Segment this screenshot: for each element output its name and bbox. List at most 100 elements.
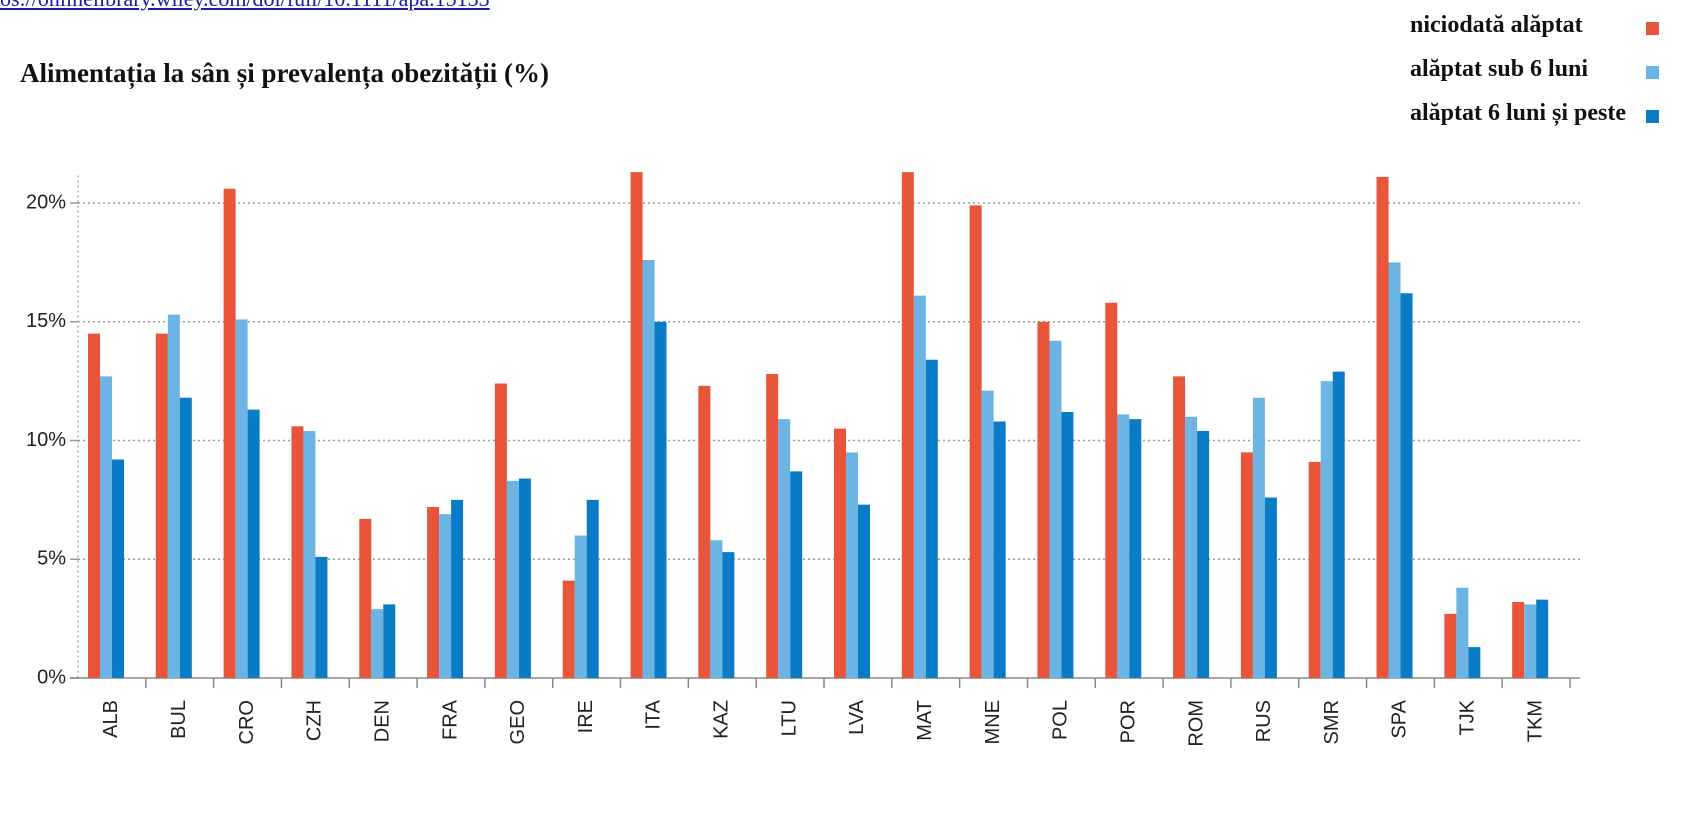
- bar: [1185, 416, 1198, 678]
- bar: [1388, 262, 1401, 678]
- y-tick-label: 5%: [37, 548, 66, 570]
- bar: [223, 188, 236, 678]
- bar: [179, 397, 192, 678]
- bar: [100, 376, 112, 678]
- bar: [1524, 604, 1537, 678]
- x-tick-label: DEN: [371, 700, 393, 742]
- x-tick-label: CRO: [236, 700, 258, 744]
- bar: [993, 421, 1006, 678]
- x-tick-label: LVA: [846, 699, 868, 734]
- legend: niciodată alăptat alăptat sub 6 luni alăpt…: [1410, 8, 1680, 140]
- legend-swatch: [1646, 22, 1659, 35]
- bar: [574, 535, 587, 678]
- bar: [969, 205, 982, 678]
- bar: [1468, 647, 1481, 678]
- x-tick-label: BUL: [168, 700, 190, 739]
- x-tick-label: KAZ: [711, 700, 733, 739]
- bar: [371, 609, 384, 678]
- bar: [1536, 599, 1549, 678]
- x-tick-label: RUS: [1253, 700, 1275, 742]
- bar: [315, 556, 328, 678]
- bar: [630, 172, 643, 678]
- x-tick-label: LTU: [778, 700, 800, 736]
- bar: [359, 518, 372, 678]
- bar: [291, 426, 304, 678]
- bar: [235, 319, 248, 678]
- bar: [1456, 587, 1469, 678]
- legend-item: alăptat sub 6 luni: [1410, 52, 1680, 86]
- x-tick-label: ROM: [1185, 700, 1207, 747]
- bar: [710, 540, 723, 678]
- bar: [1332, 371, 1345, 678]
- bar: [439, 514, 452, 678]
- y-tick-label: 15%: [26, 310, 66, 332]
- bar: [901, 172, 914, 678]
- x-tick-label: GEO: [507, 700, 529, 744]
- bar: [1173, 376, 1186, 678]
- bar: [1105, 302, 1118, 678]
- bar: [1320, 381, 1333, 678]
- bar: [1037, 321, 1050, 678]
- x-tick-label: TJK: [1457, 699, 1479, 735]
- y-tick-label: 20%: [26, 191, 66, 213]
- x-tick-label: ITA: [643, 699, 665, 729]
- bar: [698, 385, 711, 678]
- source-link[interactable]: os://onlinelibrary.wiley.com/doi/full/10…: [0, 0, 490, 12]
- bar: [642, 260, 655, 678]
- bar: [1376, 176, 1389, 678]
- bar: [766, 374, 779, 678]
- bar: [586, 499, 599, 678]
- legend-item: niciodată alăptat: [1410, 8, 1680, 42]
- x-tick-label: MAT: [914, 700, 936, 741]
- bar: [167, 314, 180, 678]
- bar: [778, 419, 791, 678]
- bar: [518, 478, 531, 678]
- x-tick-label: POL: [1050, 700, 1072, 740]
- bar: [88, 333, 100, 678]
- bar: [247, 409, 260, 678]
- bar: [1049, 340, 1062, 678]
- bar: [562, 580, 575, 678]
- legend-label: niciodată alăptat: [1410, 12, 1583, 38]
- x-tick-label: POR: [1117, 700, 1139, 743]
- x-tick-label: IRE: [575, 700, 597, 733]
- bar: [858, 504, 870, 678]
- bar: [981, 390, 994, 678]
- bar: [834, 428, 846, 678]
- x-tick-label: SMR: [1321, 700, 1343, 744]
- x-tick-label: CZH: [304, 700, 326, 741]
- bar: [1308, 461, 1321, 678]
- bar: [654, 321, 667, 678]
- bar: [383, 604, 396, 678]
- bar: [1240, 452, 1253, 678]
- x-tick-label: TKM: [1524, 700, 1546, 742]
- bar: [155, 333, 168, 678]
- legend-swatch: [1646, 66, 1659, 79]
- x-tick-label: ALB: [100, 700, 122, 738]
- bar: [790, 471, 803, 678]
- bar: [1400, 293, 1413, 678]
- bar: [1061, 412, 1074, 678]
- bar: [494, 383, 507, 678]
- bar: [1197, 431, 1210, 678]
- bar: [913, 295, 926, 678]
- chart-title: Alimentația la sân și prevalența obezită…: [20, 58, 549, 88]
- bar: [925, 359, 938, 678]
- bar: [112, 459, 124, 678]
- bar: [1117, 414, 1130, 678]
- bar: [722, 552, 735, 678]
- bar: [1252, 397, 1265, 678]
- bar: [451, 499, 464, 678]
- legend-swatch: [1646, 110, 1659, 123]
- bar: [846, 452, 858, 678]
- x-tick-label: FRA: [439, 699, 461, 740]
- bar: [1129, 419, 1142, 678]
- x-tick-label: SPA: [1389, 699, 1411, 738]
- bar: [1512, 602, 1525, 678]
- y-tick-label: 10%: [26, 429, 66, 451]
- bar: [506, 480, 519, 678]
- legend-label: alăptat 6 luni și peste: [1410, 100, 1627, 126]
- legend-item: alăptat 6 luni și peste: [1410, 96, 1680, 130]
- bar: [1444, 613, 1457, 678]
